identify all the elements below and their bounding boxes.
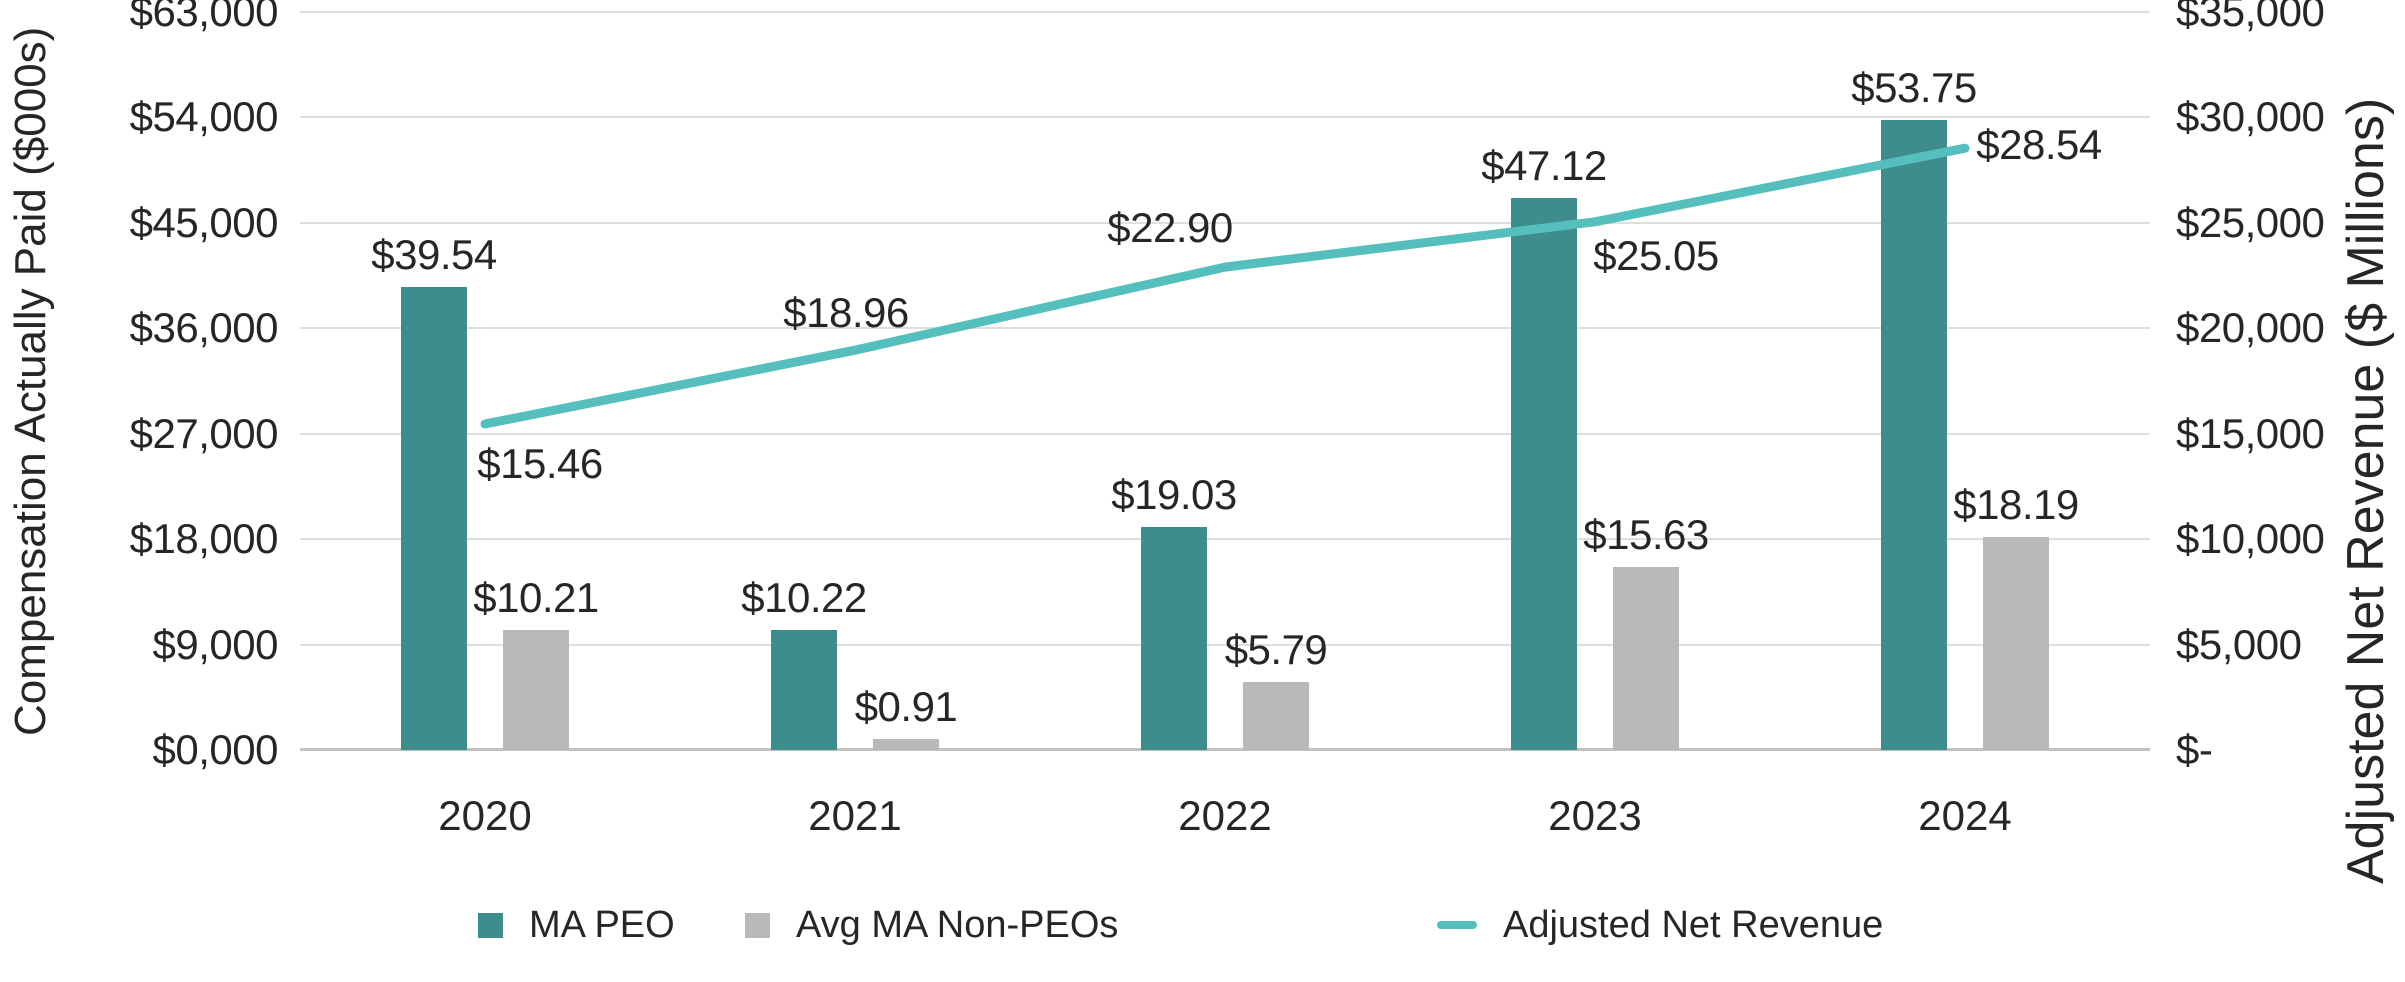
adjusted-net-revenue-line-swatch-icon <box>1437 921 1477 929</box>
right-axis-title: Adjusted Net Revenue ($ Millions) <box>2337 97 2395 885</box>
legend-item-avg-ma-non-peos: Avg MA Non-PEOs <box>745 901 1118 949</box>
x-axis-label-2024: 2024 <box>1918 792 2012 839</box>
x-axis-label-2023: 2023 <box>1548 792 1642 839</box>
legend-item-adjusted-net-revenue: Adjusted Net Revenue <box>1437 901 1883 949</box>
legend-label: Adjusted Net Revenue <box>1503 903 1884 946</box>
bar-value-label: $53.75 <box>1851 64 1977 111</box>
x-axis-label-2022: 2022 <box>1178 792 1272 839</box>
bar-value-label: $19.03 <box>1111 471 1237 518</box>
legend-label: Avg MA Non-PEOs <box>796 903 1119 946</box>
right-axis-tick: $15,000 <box>2176 410 2325 457</box>
line-series-adjusted-net-revenue <box>480 143 1970 429</box>
legend-label: MA PEO <box>529 903 675 946</box>
bar-value-label: $18.19 <box>1953 481 2079 528</box>
bar-avg-ma-non-peos-2023 <box>1613 567 1679 750</box>
right-axis-tick: $- <box>2176 726 2213 773</box>
gridline <box>300 433 2150 435</box>
bar-value-label: $5.79 <box>1224 626 1328 673</box>
gridline <box>300 748 2150 751</box>
gridline <box>300 538 2150 540</box>
avg-ma-non-peos-swatch-icon <box>745 912 770 938</box>
gridline <box>300 644 2150 646</box>
bar-value-label: $0.91 <box>854 683 958 730</box>
bar-avg-ma-non-peos-2022 <box>1243 682 1309 750</box>
bar-value-label: $10.22 <box>741 574 867 621</box>
x-axis-label-2020: 2020 <box>438 792 532 839</box>
left-axis-tick: $9,000 <box>152 621 279 668</box>
line-value-label: $18.96 <box>783 289 909 336</box>
bar-avg-ma-non-peos-2024 <box>1983 537 2049 750</box>
gridline <box>300 222 2150 224</box>
left-axis-tick: $63,000 <box>129 0 279 35</box>
bar-value-label: $10.21 <box>473 574 599 621</box>
left-axis-tick: $18,000 <box>129 515 279 562</box>
x-axis-label-2021: 2021 <box>808 792 902 839</box>
line-value-label: $22.90 <box>1107 204 1233 251</box>
left-axis-tick: $36,000 <box>129 304 279 351</box>
bar-avg-ma-non-peos-2021 <box>873 739 939 750</box>
gridline <box>300 11 2150 13</box>
left-axis-tick: $45,000 <box>129 199 279 246</box>
bar-value-label: $39.54 <box>371 231 497 278</box>
bar-ma-peo-2020 <box>401 287 467 750</box>
right-axis-tick: $25,000 <box>2176 199 2325 246</box>
plot-area <box>300 11 2150 751</box>
right-axis-tick: $35,000 <box>2176 0 2325 35</box>
line-value-label: $28.54 <box>1976 121 2102 168</box>
left-axis-tick: $27,000 <box>129 410 279 457</box>
right-axis-tick: $5,000 <box>2176 621 2302 668</box>
gridline <box>300 116 2150 118</box>
right-axis-tick: $20,000 <box>2176 304 2325 351</box>
adjusted-net-revenue-line <box>480 143 1970 429</box>
line-value-label: $25.05 <box>1593 232 1719 279</box>
line-value-label: $15.46 <box>477 440 603 487</box>
ma-peo-swatch-icon <box>478 912 503 938</box>
bar-ma-peo-2024 <box>1881 120 1947 750</box>
bar-avg-ma-non-peos-2020 <box>503 630 569 750</box>
bar-value-label: $15.63 <box>1583 511 1709 558</box>
gridline <box>300 327 2150 329</box>
bar-value-label: $47.12 <box>1481 142 1607 189</box>
right-axis-tick: $10,000 <box>2176 515 2325 562</box>
left-axis-tick: $0,000 <box>152 726 279 773</box>
right-axis-tick: $30,000 <box>2176 93 2325 140</box>
legend-item-ma-peo: MA PEO <box>478 901 675 949</box>
left-axis-tick: $54,000 <box>129 93 279 140</box>
bar-ma-peo-2021 <box>771 630 837 750</box>
bar-ma-peo-2022 <box>1141 527 1207 750</box>
bar-ma-peo-2023 <box>1511 198 1577 750</box>
